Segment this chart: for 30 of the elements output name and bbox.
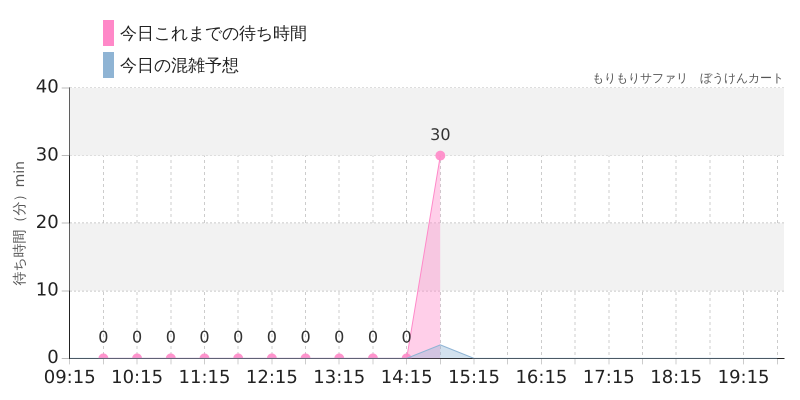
- data-label: 0: [233, 328, 244, 347]
- x-tick-label: 17:15: [582, 366, 635, 388]
- y-axis-title: 待ち時間（分）min: [12, 160, 28, 286]
- x-tick-label: 18:15: [650, 366, 702, 388]
- data-label: 0: [300, 328, 311, 347]
- x-tick-label: 14:15: [380, 366, 433, 388]
- y-tick-label: 40: [36, 76, 59, 98]
- text: もりもりサファリ ぼうけんカート: [592, 71, 784, 86]
- x-tick-label: 15:15: [448, 366, 500, 388]
- data-label: 0: [132, 328, 142, 347]
- data-label: 0: [368, 328, 378, 347]
- data-label: 30: [430, 124, 451, 144]
- x-tick-label: 11:15: [178, 366, 230, 388]
- legend-label: 今日の混雑予想: [120, 54, 239, 76]
- data-label: 0: [166, 328, 176, 347]
- x-tick-label: 19:15: [718, 366, 770, 388]
- data-label: 0: [199, 328, 210, 347]
- y-tick-label: 0: [47, 347, 59, 368]
- x-tick-label: 12:15: [246, 366, 298, 388]
- y-tick-label: 20: [36, 212, 59, 233]
- data-label: 0: [266, 328, 277, 347]
- x-tick-label: 10:15: [111, 366, 164, 388]
- x-tick-label: 16:15: [515, 366, 568, 388]
- y-tick-label: 10: [36, 279, 59, 300]
- x-tick-label: 09:15: [44, 366, 96, 388]
- legend-label: 今日これまでの待ち時間: [120, 22, 307, 44]
- y-tick-label: 30: [36, 144, 59, 166]
- x-tick-label: 13:15: [313, 366, 366, 388]
- data-label: 0: [334, 328, 344, 347]
- data-label: 0: [98, 328, 108, 347]
